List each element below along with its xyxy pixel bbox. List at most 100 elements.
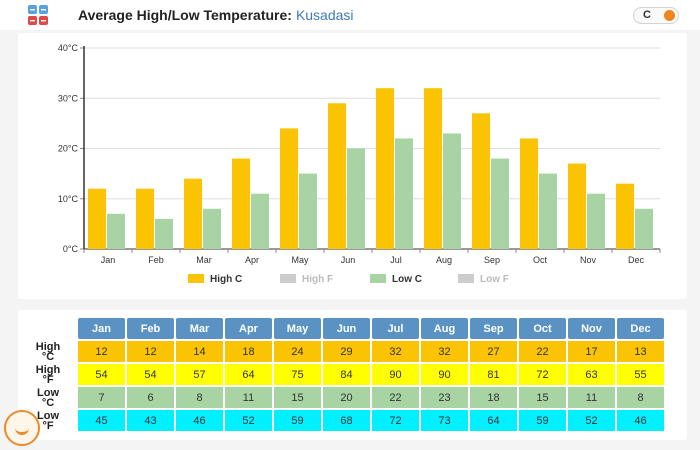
legend-label[interactable]: Low F xyxy=(480,274,509,285)
bar-low-c[interactable] xyxy=(347,148,365,250)
bar-low-c[interactable] xyxy=(395,138,413,249)
x-tick-label: Dec xyxy=(628,255,645,265)
column-header: Oct xyxy=(519,318,566,339)
row-header: High °C xyxy=(20,341,76,362)
row-header-top: Low xyxy=(37,409,59,422)
bar-high-c[interactable] xyxy=(568,163,586,249)
bar-low-c[interactable] xyxy=(107,213,125,249)
table-cell: 54 xyxy=(127,364,174,385)
table-cell: 73 xyxy=(421,410,468,431)
table-cell: 72 xyxy=(519,364,566,385)
bar-low-c[interactable] xyxy=(299,173,317,249)
bar-high-c[interactable] xyxy=(376,88,394,249)
column-header: Aug xyxy=(421,318,468,339)
table-cell: 20 xyxy=(323,387,370,408)
bar-high-c[interactable] xyxy=(472,113,490,249)
x-tick-label: Oct xyxy=(533,255,548,265)
table-cell: 17 xyxy=(568,341,615,362)
bar-low-c[interactable] xyxy=(587,193,605,249)
column-header: Sep xyxy=(470,318,517,339)
bar-high-c[interactable] xyxy=(424,88,442,249)
table-cell: 57 xyxy=(176,364,223,385)
x-tick-label: Mar xyxy=(196,255,212,265)
table-cell: 24 xyxy=(274,341,321,362)
table-cell: 84 xyxy=(323,364,370,385)
unit-toggle[interactable]: C xyxy=(633,7,679,24)
legend-swatch[interactable] xyxy=(188,274,204,283)
bar-low-c[interactable] xyxy=(491,158,509,249)
y-tick-label: 0°C xyxy=(63,244,79,254)
column-header: Nov xyxy=(568,318,615,339)
bar-low-c[interactable] xyxy=(155,218,173,249)
table-cell: 55 xyxy=(617,364,664,385)
temperature-table: Jan Feb Mar Apr May Jun Jul Aug Sep Oct Nov Dec Hig… xyxy=(18,316,666,433)
table-cell: 15 xyxy=(274,387,321,408)
table-corner xyxy=(20,318,76,339)
bar-high-c[interactable] xyxy=(280,128,298,249)
row-header-unit: °F xyxy=(42,373,54,386)
row-header-top: Low xyxy=(37,386,59,399)
bar-low-c[interactable] xyxy=(443,133,461,249)
table-cell: 7 xyxy=(78,387,125,408)
row-low-f: Low °F 45 43 46 52 59 68 72 73 64 59 52 46 xyxy=(20,410,664,431)
table-cell: 13 xyxy=(617,341,664,362)
table-cell: 59 xyxy=(274,410,321,431)
chart-panel: 0°C 10°C 20°C 30°C 40°C Jan Feb Mar Apr May Jun Jul… xyxy=(18,33,687,299)
watermark-logo-icon xyxy=(4,410,40,446)
x-tick-label: Apr xyxy=(245,255,259,265)
x-tick-label: Aug xyxy=(436,255,452,265)
table-cell: 12 xyxy=(127,341,174,362)
bar-low-c[interactable] xyxy=(203,208,221,249)
table-cell: 32 xyxy=(372,341,419,362)
legend-swatch[interactable] xyxy=(370,274,386,283)
row-header-unit: °C xyxy=(41,396,55,409)
y-tick-label: 10°C xyxy=(58,194,79,204)
bar-high-c[interactable] xyxy=(520,138,538,249)
table-cell: 22 xyxy=(372,387,419,408)
table-cell: 75 xyxy=(274,364,321,385)
bar-high-c[interactable] xyxy=(616,183,634,249)
bar-high-c[interactable] xyxy=(184,178,202,249)
table-panel: Jan Feb Mar Apr May Jun Jul Aug Sep Oct Nov Dec Hig… xyxy=(18,310,687,440)
table-cell: 45 xyxy=(78,410,125,431)
x-tick-label: Feb xyxy=(148,255,164,265)
table-cell: 32 xyxy=(421,341,468,362)
table-cell: 18 xyxy=(470,387,517,408)
table-cell: 18 xyxy=(225,341,272,362)
header: Average High/Low Temperature: Kusadasi C xyxy=(0,0,700,30)
bar-high-c[interactable] xyxy=(136,188,154,249)
table-cell: 52 xyxy=(568,410,615,431)
column-header: Jan xyxy=(78,318,125,339)
table-cell: 8 xyxy=(617,387,664,408)
table-cell: 90 xyxy=(372,364,419,385)
legend-swatch[interactable] xyxy=(458,274,474,283)
table-cell: 72 xyxy=(372,410,419,431)
thermometer-badge-icon xyxy=(28,5,48,25)
bar-high-c[interactable] xyxy=(232,158,250,249)
bar-low-c[interactable] xyxy=(539,173,557,249)
column-header: Mar xyxy=(176,318,223,339)
legend-label[interactable]: High C xyxy=(210,274,242,285)
bar-low-c[interactable] xyxy=(635,208,653,249)
column-header: Apr xyxy=(225,318,272,339)
table-cell: 14 xyxy=(176,341,223,362)
column-header: Jul xyxy=(372,318,419,339)
column-header: Dec xyxy=(617,318,664,339)
table-cell: 22 xyxy=(519,341,566,362)
bar-high-c[interactable] xyxy=(328,103,346,250)
legend-label[interactable]: High F xyxy=(302,274,333,285)
row-header-top: High xyxy=(35,363,61,376)
table-cell: 29 xyxy=(323,341,370,362)
legend-swatch[interactable] xyxy=(280,274,296,283)
table-cell: 59 xyxy=(519,410,566,431)
x-tick-label: Jul xyxy=(390,255,402,265)
bar-high-c[interactable] xyxy=(88,188,106,249)
temperature-chart: 0°C 10°C 20°C 30°C 40°C Jan Feb Mar Apr May Jun Jul… xyxy=(58,43,661,285)
legend-label[interactable]: Low C xyxy=(392,274,422,285)
bar-low-c[interactable] xyxy=(251,193,269,249)
row-high-f: High °F 54 54 57 64 75 84 90 90 81 72 63 55 xyxy=(20,364,664,385)
row-high-c: High °C 12 12 14 18 24 29 32 32 27 22 17 13 xyxy=(20,341,664,362)
city-name: Kusadasi xyxy=(295,7,354,23)
table-cell: 23 xyxy=(421,387,468,408)
